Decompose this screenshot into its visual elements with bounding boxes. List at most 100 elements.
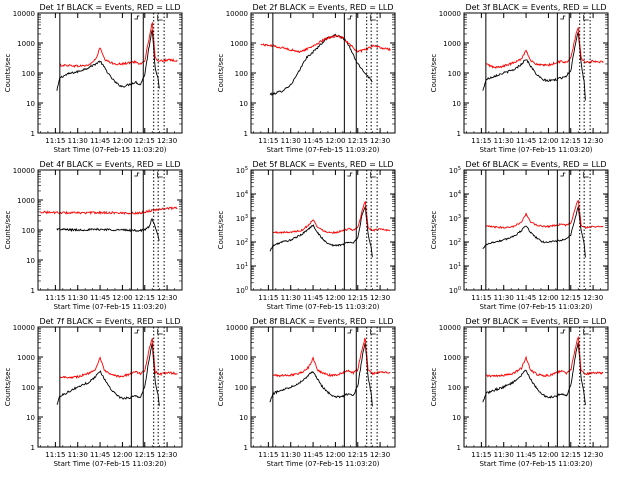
y-tick-label: 104 bbox=[236, 190, 248, 199]
x-tick-label: 11:30 bbox=[494, 451, 514, 459]
x-tick-label: 12:15 bbox=[561, 294, 581, 302]
y-axis-label: Counts/sec bbox=[4, 54, 12, 93]
x-tick-label: 11:45 bbox=[516, 294, 536, 302]
series-events bbox=[482, 32, 586, 101]
panel-det-3: Det 3f BLACK = Events, RED = LLD 1 10 100 10… bbox=[430, 3, 609, 154]
x-tick-label: 11:30 bbox=[494, 294, 514, 302]
panel-title: Det 9f BLACK = Events, RED = LLD bbox=[465, 317, 606, 326]
x-tick-label: 12:00 bbox=[112, 294, 132, 302]
x-tick-label: 12:30 bbox=[583, 137, 603, 145]
x-axis-label: Start Time (07-Feb-15 11:03:20) bbox=[479, 303, 592, 311]
flag-mark bbox=[134, 15, 140, 20]
flag-mark bbox=[370, 15, 376, 21]
y-tick-label: 10000 bbox=[226, 324, 248, 332]
panel-title: Det 8f BLACK = Events, RED = LLD bbox=[252, 317, 393, 326]
series-events bbox=[269, 205, 373, 258]
x-axis-label: Start Time (07-Feb-15 11:03:20) bbox=[53, 303, 166, 311]
panel-det-9: Det 9f BLACK = Events, RED = LLD 1 10 100 10… bbox=[430, 317, 609, 468]
series-lld bbox=[59, 21, 178, 68]
x-tick-label: 11:45 bbox=[90, 294, 110, 302]
flag-mark bbox=[370, 329, 376, 335]
flag-mark bbox=[583, 329, 589, 335]
y-tick-label: 102 bbox=[449, 238, 461, 247]
x-tick-label: 12:30 bbox=[157, 137, 177, 145]
y-tick-label: 101 bbox=[236, 262, 248, 271]
y-tick-label: 10 bbox=[26, 100, 35, 108]
x-tick-label: 12:15 bbox=[135, 451, 155, 459]
x-tick-label: 12:15 bbox=[348, 137, 368, 145]
y-tick-label: 100 bbox=[236, 286, 248, 295]
panel-det-6: Det 6f BLACK = Events, RED = LLD 100 101 10… bbox=[430, 160, 609, 311]
y-tick-label: 100 bbox=[22, 227, 35, 235]
panel-title: Det 4f BLACK = Events, RED = LLD bbox=[39, 160, 180, 169]
y-tick-label: 100 bbox=[235, 384, 248, 392]
y-tick-label: 1000 bbox=[443, 354, 461, 362]
x-tick-label: 12:30 bbox=[157, 451, 177, 459]
x-tick-label: 12:15 bbox=[348, 451, 368, 459]
y-tick-label: 1000 bbox=[443, 40, 461, 48]
panel-title: Det 5f BLACK = Events, RED = LLD bbox=[252, 160, 393, 169]
x-tick-label: 11:30 bbox=[281, 294, 301, 302]
panel-title: Det 7f BLACK = Events, RED = LLD bbox=[39, 317, 180, 326]
x-tick-label: 11:45 bbox=[90, 451, 110, 459]
x-tick-label: 11:15 bbox=[471, 451, 491, 459]
flag-mark bbox=[583, 15, 589, 21]
x-tick-label: 12:00 bbox=[112, 137, 132, 145]
y-tick-label: 10 bbox=[26, 414, 35, 422]
series-lld bbox=[260, 34, 391, 54]
flag-mark bbox=[134, 172, 140, 177]
panel-title: Det 3f BLACK = Events, RED = LLD bbox=[465, 3, 606, 12]
y-axis-label: Counts/sec bbox=[430, 368, 438, 407]
y-tick-label: 100 bbox=[22, 70, 35, 78]
x-tick-label: 12:00 bbox=[325, 451, 345, 459]
x-tick-label: 12:30 bbox=[583, 451, 603, 459]
series-lld bbox=[40, 206, 178, 216]
series-events bbox=[56, 218, 160, 241]
y-tick-label: 1 bbox=[457, 444, 461, 452]
x-tick-label: 11:15 bbox=[45, 137, 65, 145]
x-tick-label: 11:45 bbox=[90, 137, 110, 145]
x-tick-label: 12:30 bbox=[370, 137, 390, 145]
flag-mark bbox=[157, 329, 163, 335]
x-tick-label: 11:30 bbox=[68, 137, 88, 145]
flag-mark bbox=[583, 172, 589, 178]
y-tick-label: 105 bbox=[449, 166, 461, 175]
panel-title: Det 6f BLACK = Events, RED = LLD bbox=[465, 160, 606, 169]
panel-title: Det 1f BLACK = Events, RED = LLD bbox=[39, 3, 180, 12]
y-tick-label: 10000 bbox=[13, 10, 35, 18]
y-tick-label: 1000 bbox=[17, 354, 35, 362]
y-tick-label: 104 bbox=[449, 190, 461, 199]
x-tick-label: 11:15 bbox=[471, 137, 491, 145]
flag-mark bbox=[157, 15, 163, 21]
panel-det-4: Det 4f BLACK = Events, RED = LLD 1 10 100 10… bbox=[4, 160, 183, 311]
x-tick-label: 12:30 bbox=[583, 294, 603, 302]
series-lld bbox=[485, 27, 604, 69]
y-tick-label: 10000 bbox=[13, 167, 35, 175]
x-tick-label: 12:00 bbox=[538, 451, 558, 459]
series-events bbox=[56, 343, 160, 406]
x-axis-label: Start Time (07-Feb-15 11:03:20) bbox=[479, 146, 592, 154]
x-tick-label: 11:30 bbox=[68, 451, 88, 459]
series-lld bbox=[272, 200, 391, 235]
x-tick-label: 11:30 bbox=[68, 294, 88, 302]
y-axis-label: Counts/sec bbox=[217, 368, 225, 407]
x-tick-label: 12:00 bbox=[112, 451, 132, 459]
y-tick-label: 100 bbox=[448, 384, 461, 392]
y-tick-label: 10 bbox=[452, 414, 461, 422]
y-tick-label: 100 bbox=[22, 384, 35, 392]
x-tick-label: 11:45 bbox=[516, 137, 536, 145]
y-tick-label: 103 bbox=[236, 214, 248, 223]
y-tick-label: 1000 bbox=[230, 40, 248, 48]
x-tick-label: 12:30 bbox=[157, 294, 177, 302]
x-tick-label: 11:15 bbox=[258, 451, 278, 459]
y-tick-label: 100 bbox=[235, 70, 248, 78]
y-tick-label: 100 bbox=[448, 70, 461, 78]
y-axis-label: Counts/sec bbox=[217, 211, 225, 250]
y-tick-label: 10 bbox=[239, 414, 248, 422]
x-tick-label: 12:15 bbox=[561, 137, 581, 145]
x-tick-label: 12:30 bbox=[370, 294, 390, 302]
y-tick-label: 1 bbox=[31, 287, 35, 295]
x-tick-label: 11:15 bbox=[45, 294, 65, 302]
y-axis-label: Counts/sec bbox=[430, 54, 438, 93]
